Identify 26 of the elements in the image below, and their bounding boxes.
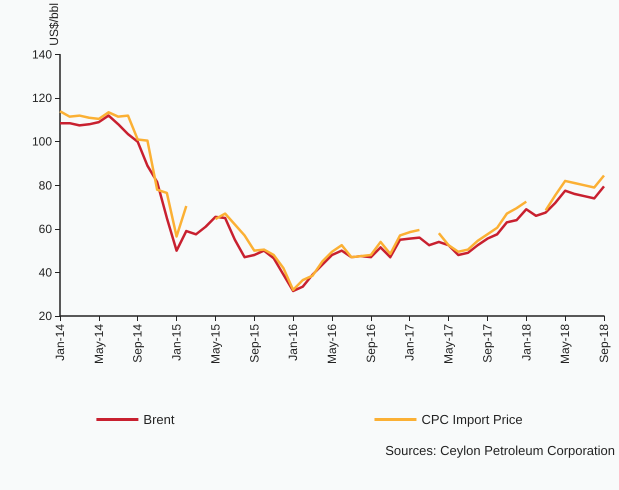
y-tick-label: 80 [38,178,52,192]
x-tick-label: Sep-17 [480,324,494,363]
x-tick-label: Jan-17 [402,324,417,361]
y-tick-label: 120 [32,91,52,106]
y-axis-title: US$/bbl [47,3,61,46]
x-tick-label: May-16 [325,324,339,364]
x-tick-label: Sep-16 [364,324,378,363]
y-tick-label: 100 [32,134,52,149]
legend-label: CPC Import Price [421,412,523,427]
y-tick-label: 60 [38,222,52,236]
x-tick-label: Jan-14 [53,324,67,361]
y-tick-label: 140 [32,48,52,62]
x-tick-label: May-18 [558,324,572,364]
y-tick-label: 40 [38,265,52,280]
x-tick-label: Sep-15 [247,324,262,363]
x-tick-label: Jan-15 [170,324,184,361]
x-tick-label: Sep-18 [597,324,611,363]
x-tick-label: May-17 [442,324,456,364]
x-tick-label: Sep-14 [130,324,145,363]
source-note: Sources: Ceylon Petroleum Corporation [385,443,615,458]
x-tick-label: Jan-18 [519,324,534,361]
x-tick-label: May-15 [208,324,222,364]
y-tick-label: 20 [38,309,52,323]
x-tick-label: May-14 [92,324,106,364]
x-tick-label: Jan-16 [286,324,300,361]
legend-label: Brent [143,412,175,427]
